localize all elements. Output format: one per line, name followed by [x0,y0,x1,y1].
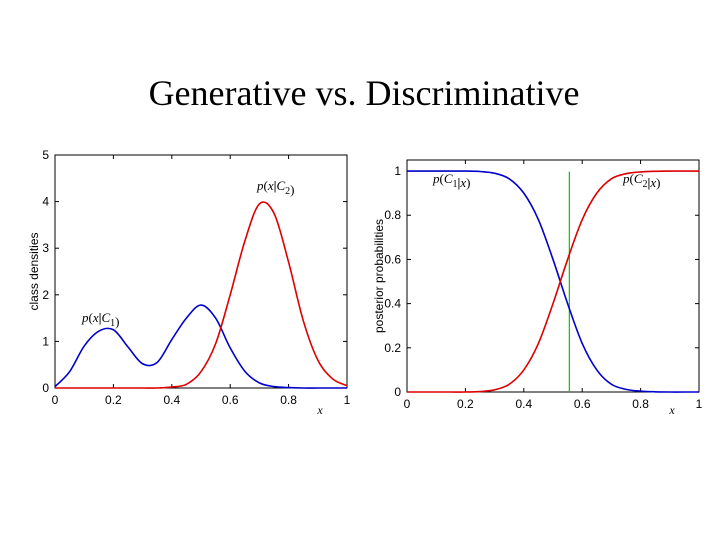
series-annotation-1: p(x|C1) [81,310,120,329]
x-tick-label: 0.6 [574,397,591,411]
y-tick-label: 0.2 [384,341,401,355]
y-tick-label: 0 [394,385,401,399]
x-tick-label: 1 [696,397,703,411]
plot-frame [406,159,700,393]
plot-frame [54,154,348,389]
y-axis-label: class densities [27,232,41,310]
x-tick-label: 0 [404,397,411,411]
y-tick-label: 5 [42,148,49,162]
x-axis-label: x [668,403,675,417]
series-line-1 [54,304,347,389]
y-tick-label: 1 [42,334,49,348]
y-axis-label: posterior probabilities [372,219,386,333]
x-tick-label: 1 [344,393,351,407]
x-tick-label: 0.6 [222,393,239,407]
y-tick-label: 3 [42,241,49,255]
y-tick-label: 0.4 [384,297,401,311]
y-tick-label: 0.8 [384,208,401,222]
x-axis-label: x [316,403,323,417]
x-tick-label: 0.4 [515,397,532,411]
series-line-2 [54,201,348,389]
y-tick-label: 2 [42,288,49,302]
x-tick-label: 0.8 [632,397,649,411]
x-tick-label: 0.2 [105,393,122,407]
x-tick-label: 0.2 [457,397,474,411]
slide-title: Generative vs. Discriminative [148,73,580,113]
series-line-2 [407,170,699,393]
series-annotation-2: p(x|C2) [256,178,295,197]
series-line-1 [407,170,699,393]
series-annotation-2: p(C2|x) [622,171,661,190]
x-tick-label: 0.4 [163,393,180,407]
y-tick-label: 0.6 [384,252,401,266]
y-tick-label: 1 [394,164,401,178]
y-tick-label: 0 [42,381,49,395]
series-annotation-1: p(C1|x) [432,171,471,190]
x-tick-label: 0 [52,393,59,407]
y-tick-label: 4 [42,195,49,209]
x-tick-label: 0.8 [280,393,297,407]
